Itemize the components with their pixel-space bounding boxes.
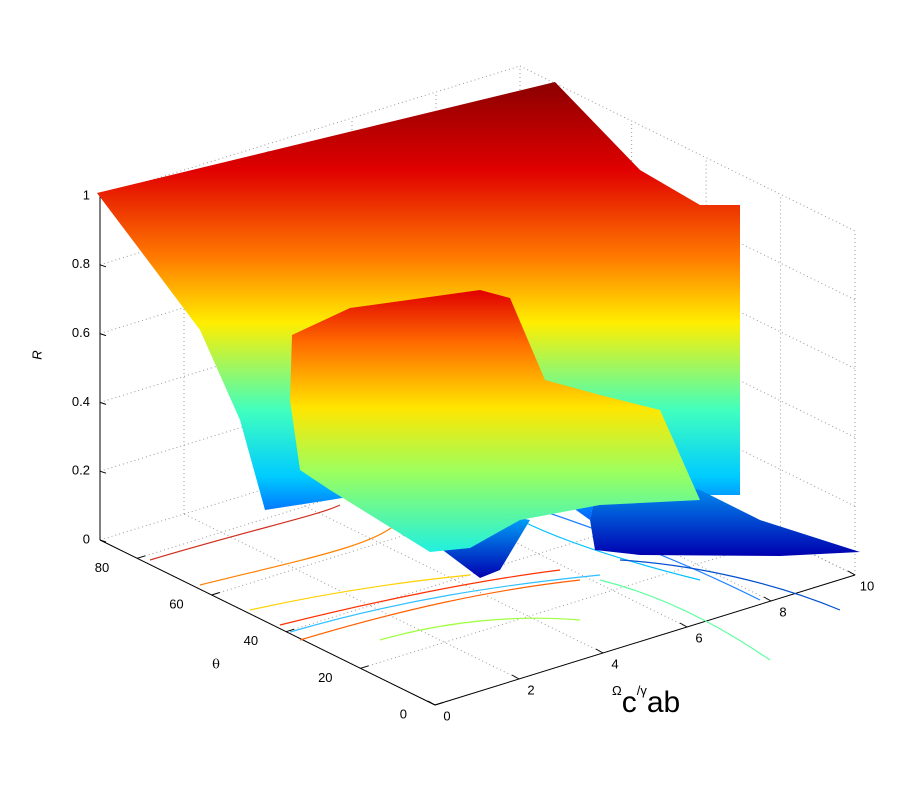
surface-flap: [290, 290, 700, 552]
x-label-part: Ω: [612, 683, 622, 698]
z-tick-label: 0: [83, 531, 90, 546]
z-tick-label: 0.8: [72, 256, 90, 271]
grid-line: [360, 537, 781, 669]
tick-mark: [427, 700, 436, 706]
z-tick-label: 0.6: [72, 325, 90, 340]
tick-mark: [679, 622, 688, 628]
z-tick-label: 0.4: [72, 394, 90, 409]
y-tick-label: 20: [318, 670, 332, 685]
x-tick-label: 8: [779, 604, 786, 619]
y-tick-label: 60: [169, 596, 183, 611]
tick-mark: [847, 570, 856, 576]
tick-mark: [211, 592, 220, 596]
y-axis-label: θ: [212, 658, 220, 673]
tick-mark: [595, 648, 604, 654]
tick-mark: [99, 470, 107, 474]
tick-mark: [763, 596, 772, 602]
z-tick-label: 0.2: [72, 463, 90, 478]
axis-line: [99, 539, 436, 706]
tick-mark: [137, 555, 146, 559]
x-axis-label: Ωc/γab: [612, 683, 680, 718]
axis-line: [434, 574, 856, 706]
x-label-part: ab: [647, 686, 680, 719]
x-tick-label: 10: [860, 578, 874, 593]
x-tick-label: 4: [611, 656, 618, 671]
x-label-part: c: [622, 686, 637, 719]
tick-mark: [285, 628, 295, 633]
x-label-part: /γ: [637, 683, 648, 698]
tick-mark: [434, 702, 444, 706]
y-tick-label: 80: [95, 560, 109, 575]
tick-mark: [360, 665, 369, 669]
z-tick-label: 1: [83, 187, 90, 202]
tick-mark: [99, 539, 107, 543]
tick-mark: [99, 264, 107, 268]
z-axis-label: R: [29, 350, 44, 359]
surface: [97, 82, 860, 661]
surface-dip: [440, 512, 530, 578]
x-tick-label: 6: [695, 630, 702, 645]
tick-mark: [511, 674, 520, 680]
x-tick-label: 2: [527, 682, 534, 697]
tick-mark: [99, 401, 107, 405]
tick-mark: [99, 333, 107, 337]
contour-lines: [149, 504, 841, 661]
y-tick-label: 0: [400, 706, 407, 721]
y-tick-label: 40: [244, 633, 258, 648]
x-tick-label: 0: [443, 708, 450, 723]
